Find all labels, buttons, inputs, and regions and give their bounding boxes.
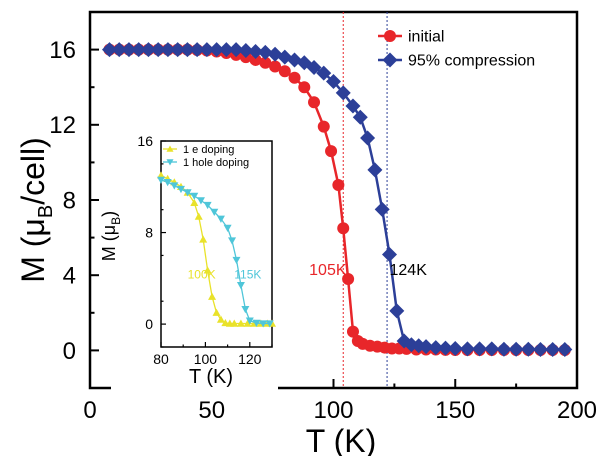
- annotation-label: 105K: [309, 262, 347, 279]
- x-tick-label: 0: [83, 397, 96, 424]
- inset-x-axis-label: T (K): [189, 366, 233, 388]
- y-tick-label: 4: [63, 263, 76, 290]
- main-y-label-main: M (: [15, 236, 51, 283]
- data-point: [289, 72, 301, 84]
- data-point: [332, 179, 344, 191]
- data-point: [360, 130, 375, 145]
- legend-marker: [383, 53, 398, 68]
- legend-label: 1 hole doping: [183, 157, 249, 169]
- x-tick-label: 120: [238, 351, 262, 367]
- x-tick-label: 80: [153, 351, 169, 367]
- annotation-label: 115K: [234, 267, 261, 281]
- data-point: [389, 303, 404, 318]
- main-annotations: 105K 124K: [309, 262, 427, 279]
- main-y-axis-label: M (μB/cell): [15, 137, 57, 283]
- inset-y-label-tail: ): [99, 211, 119, 217]
- legend-label: 1 e doping: [183, 144, 234, 156]
- y-tick-label: 0: [63, 338, 76, 365]
- legend-marker: [384, 30, 396, 42]
- main-y-label-sub: B: [35, 205, 57, 218]
- data-point: [318, 121, 330, 133]
- main-y-label-tail: /cell): [15, 137, 51, 205]
- main-x-axis-label: T (K): [306, 423, 377, 456]
- x-tick-label: 100: [313, 397, 353, 424]
- data-point: [353, 110, 368, 125]
- y-tick-label: 8: [63, 187, 76, 214]
- y-tick-label: 16: [137, 133, 153, 149]
- main-y-label-mu: μ: [15, 218, 51, 236]
- x-tick-label: 150: [435, 397, 475, 424]
- data-point: [337, 222, 349, 234]
- inset-y-label-sub: B: [109, 217, 123, 225]
- annotation-label: 124K: [390, 262, 428, 279]
- data-point: [557, 342, 572, 357]
- y-tick-label: 16: [49, 37, 76, 64]
- data-point: [298, 81, 310, 93]
- annotation-label: 100K: [188, 267, 216, 281]
- inset-y-label-mu: μ: [99, 225, 119, 235]
- legend-label: initial: [408, 29, 444, 46]
- data-point: [382, 247, 397, 262]
- main-legend: initial 95% compression: [378, 29, 535, 70]
- x-tick-label: 200: [557, 397, 597, 424]
- data-point: [325, 145, 337, 157]
- y-tick-label: 0: [145, 316, 153, 332]
- x-tick-label: 50: [198, 397, 225, 424]
- data-point: [308, 96, 320, 108]
- legend-label: 95% compression: [408, 53, 535, 70]
- x-tick-label: 100: [194, 351, 218, 367]
- data-point: [367, 162, 382, 177]
- inset-y-label-main: M (: [99, 235, 119, 261]
- y-tick-label: 8: [145, 224, 153, 240]
- data-point: [279, 65, 291, 77]
- y-tick-label: 12: [49, 112, 76, 139]
